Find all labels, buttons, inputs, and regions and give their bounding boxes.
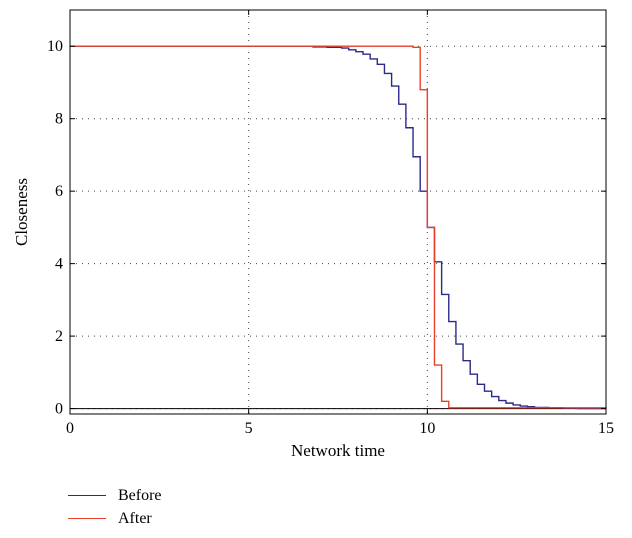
legend-label-before: Before (118, 486, 162, 504)
y-tick-label: 10 (47, 38, 63, 55)
series-lines (70, 45, 607, 410)
series-line-before (70, 45, 606, 410)
x-tick-label: 10 (419, 420, 435, 437)
plot-frame (69, 9, 607, 415)
y-axis-label: Closeness (12, 178, 31, 246)
tick-labels: 0 5 10 15 0 2 4 6 8 10 (47, 38, 614, 437)
y-tick-label: 0 (55, 401, 63, 418)
x-axis-label: Network time (291, 441, 385, 460)
axes (69, 9, 607, 415)
x-tick-label: 15 (598, 420, 614, 437)
grid-lines (70, 10, 606, 414)
legend-label-after: After (118, 509, 152, 527)
legend-item-before: Before (68, 484, 162, 507)
legend-item-after: After (68, 507, 162, 530)
y-tick-label: 4 (55, 256, 63, 273)
legend: Before After (68, 484, 162, 530)
legend-swatch-after (68, 518, 106, 519)
legend-swatch-before (68, 495, 106, 496)
x-tick-label: 0 (66, 420, 74, 437)
chart-svg: 0 5 10 15 0 2 4 6 8 10 Network time Closeness (12, 9, 614, 460)
y-tick-label: 8 (55, 111, 63, 128)
series-line-after (70, 45, 607, 409)
y-tick-label: 2 (55, 328, 63, 345)
x-tick-label: 5 (245, 420, 253, 437)
y-tick-label: 6 (55, 183, 63, 200)
